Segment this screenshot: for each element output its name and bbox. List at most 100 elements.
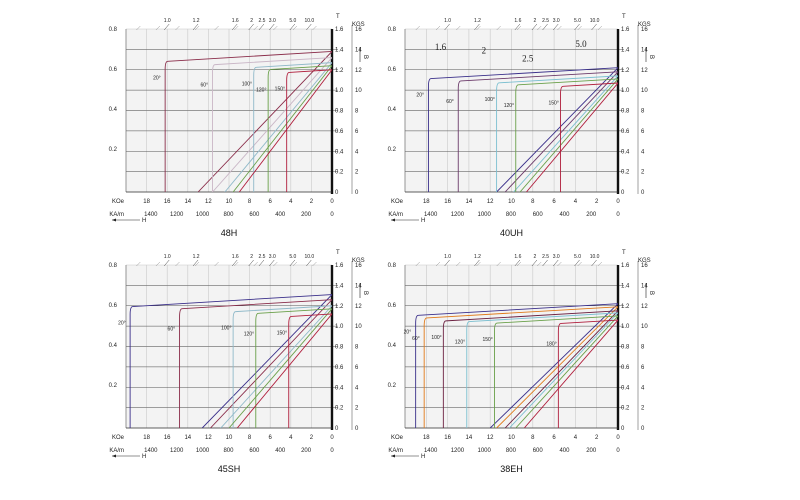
right-t-label: 0.8 [621,345,630,351]
koe-tick-label: 14 [184,199,191,205]
top-minor-tick [234,25,239,31]
kam-tick-label: 200 [586,212,597,218]
intrinsic-curve-20c [164,50,332,192]
ratio-annotation: 2.5 [522,53,534,63]
intrinsic-curve-120c [255,308,332,428]
kam-tick-label: 800 [506,448,517,454]
right-kgs-label: 10 [355,324,362,330]
top-ratio-label: 1.2 [474,254,481,260]
kam-tick-label: 600 [533,448,544,454]
curve-group [415,303,618,428]
top-ratio-label: 2.5 [542,254,549,260]
normal-curve-60c [504,71,618,192]
right-t-label: 1.6 [621,27,630,33]
intrinsic-curve-180c [557,319,618,428]
right-kgs-label: 16 [355,263,362,269]
normal-curve-60c [496,306,618,428]
right-t-label: 1.2 [335,68,344,74]
chart-title: 38EH [500,464,523,474]
koe-tick-label: 18 [143,199,150,205]
right-t-label: 0.4 [621,385,630,391]
intrinsic-curve-100c [442,310,618,428]
normal-curve-120c [509,312,618,428]
right-kgs-label: 8 [355,109,359,115]
top-ratio-label: 1.0 [444,254,451,260]
right-t-label: 0.4 [621,149,630,155]
right-t-label: 0.6 [621,365,630,371]
right-t-label: 1.0 [335,88,344,94]
normal-curve-100c [504,310,618,428]
chart-title: 45SH [218,464,241,474]
normal-curve-60c [212,57,332,192]
right-kgs-label: 6 [641,365,645,371]
kam-tick-label: 1000 [196,212,210,218]
top-ratio-label: 3.0 [553,254,560,260]
top-ratio-label: 5.0 [289,18,296,24]
top-ratio-tick [531,23,538,31]
normal-curve-100c [220,305,332,428]
right-t-label: 1.2 [335,304,344,310]
right-kgs-label: 4 [355,385,359,391]
top-minor-tick [253,25,258,31]
intrinsic-curve-60c [423,306,618,428]
koe-tick-label: 8 [248,199,252,205]
right-t-unit: T [622,14,626,20]
right-t-label: 0.8 [335,109,344,115]
top-minor-tick [175,261,180,267]
right-t-label: 0.2 [335,406,344,412]
top-minor-tick [234,261,239,267]
right-kgs-label: 6 [641,129,645,135]
intrinsic-curve-120c [267,65,332,192]
top-ratio-tick [306,23,312,31]
koe-tick-label: 18 [423,199,430,205]
temperature-label: 20° [118,321,126,327]
kam-tick-label: 400 [275,212,286,218]
intrinsic-curve-60c [179,299,332,428]
top-ratio-tick [164,23,170,31]
h-arrow-head [391,218,395,222]
koe-tick-label: 10 [508,199,515,205]
intrinsic-curve-20c [415,303,618,428]
top-minor-tick [537,25,542,31]
koe-tick-label: 4 [574,435,578,441]
top-ratio-tick [553,23,559,31]
koe-tick-label: 2 [310,435,314,441]
left-axis-label: 0.6 [388,67,397,73]
curve-group [427,67,618,192]
temperature-label: 120° [244,331,254,337]
left-axis-label: 0.8 [109,263,118,269]
koe-tick-label: 8 [248,435,252,441]
koe-tick-label: 16 [444,199,451,205]
chart-panel-45sh: 0.8 0.6 0.4 0.2 1.0 1.2 1.6 2 2.5 3.0 5.0 10.0 1.6 1.… [109,250,368,474]
kam-unit-label: KA/m [109,448,124,454]
h-axis-symbol: H [142,218,146,224]
right-t-label: 1.6 [335,27,344,33]
left-axis-label: 0.4 [109,107,118,113]
koe-tick-label: 18 [423,435,430,441]
right-t-label: 1.2 [621,304,630,310]
right-t-label: 0.4 [335,385,344,391]
kam-tick-label: 0 [616,212,620,218]
koe-tick-label: 14 [466,199,473,205]
top-ratio-label: 10.0 [304,254,314,260]
curve-group [164,50,332,192]
right-t-label: 1.6 [335,263,344,269]
top-minor-tick [496,261,501,267]
right-kgs-label: 14 [641,283,648,289]
koe-tick-label: 4 [289,435,293,441]
koe-tick-label: 10 [508,435,515,441]
temperature-label: 60° [446,99,454,105]
temperature-label: 20° [416,93,424,99]
koe-tick-label: 18 [143,435,150,441]
intrinsic-curve-100c [232,305,332,428]
top-ratio-tick [474,259,480,267]
left-axis-label: 0.2 [109,383,118,389]
top-minor-tick [476,261,481,267]
right-kgs-unit: KGS [638,258,651,264]
top-ratio-tick [514,23,521,31]
right-kgs-label: 4 [641,385,645,391]
koe-unit-label: KOe [112,199,125,205]
right-t-unit: T [336,14,340,20]
right-kgs-label: 2 [641,170,645,176]
